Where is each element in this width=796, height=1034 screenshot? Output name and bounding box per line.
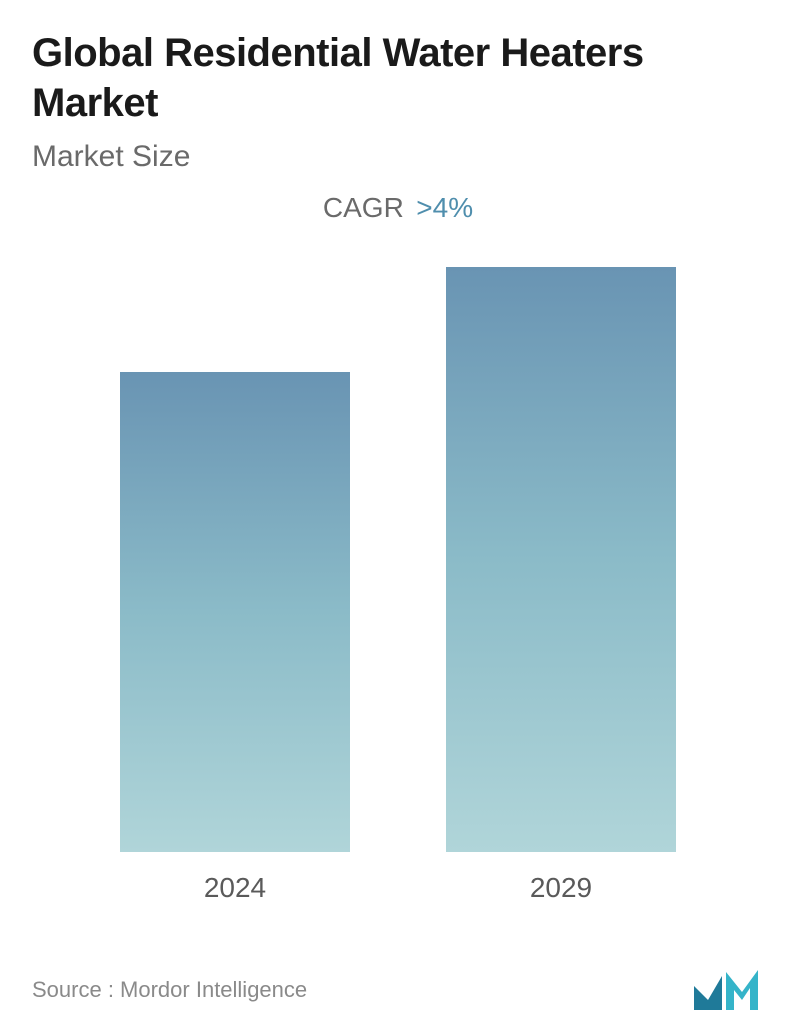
bar-label-0: 2024	[204, 872, 266, 904]
cagr-value: >4%	[416, 192, 473, 223]
bar-group-1: 2029	[431, 267, 691, 904]
footer: Source : Mordor Intelligence	[32, 968, 764, 1012]
logo-icon	[692, 968, 764, 1012]
bar-chart: 2024 2029	[32, 284, 764, 904]
bar-label-1: 2029	[530, 872, 592, 904]
source-text: Source : Mordor Intelligence	[32, 977, 307, 1003]
cagr-label: CAGR	[323, 192, 404, 223]
cagr-row: CAGR >4%	[32, 192, 764, 224]
bar-0	[120, 372, 350, 852]
bar-1	[446, 267, 676, 852]
chart-subtitle: Market Size	[32, 140, 764, 174]
bar-group-0: 2024	[105, 372, 365, 904]
chart-title: Global Residential Water Heaters Market	[32, 28, 764, 128]
